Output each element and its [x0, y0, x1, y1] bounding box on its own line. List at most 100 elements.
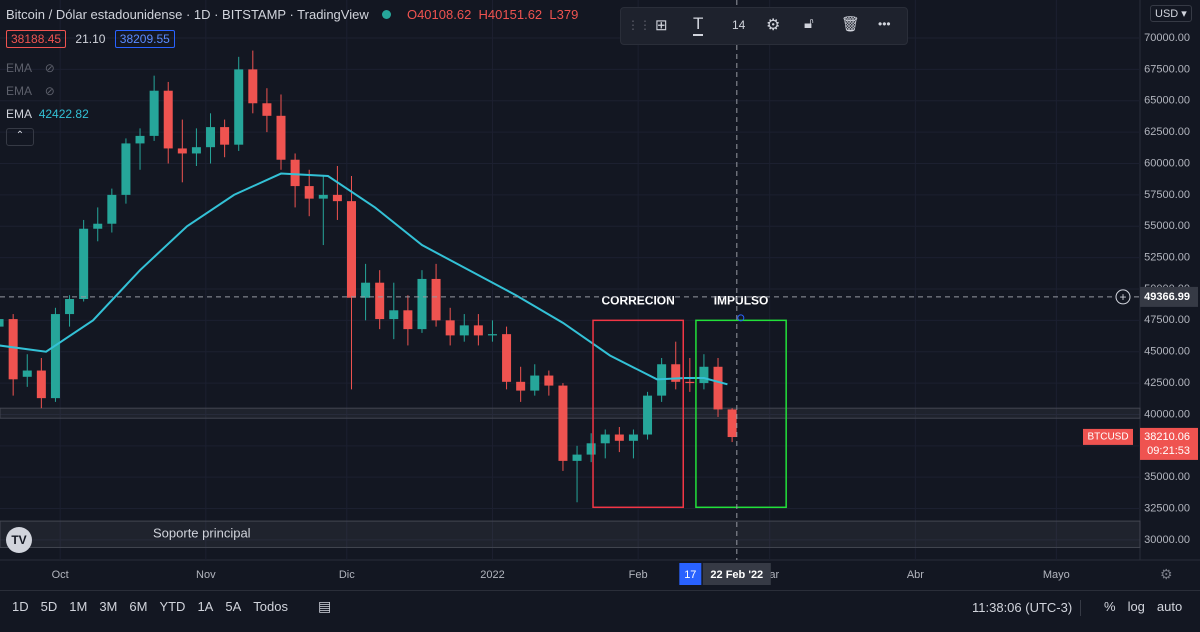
add-icon[interactable]: ⊞ [655, 17, 668, 34]
range-button[interactable]: 5A [225, 599, 242, 614]
candle-body [375, 282, 385, 320]
candle-body [93, 223, 103, 229]
y-tick-label: 60000.00 [1144, 157, 1190, 169]
candle-body [487, 334, 497, 336]
lock-icon[interactable]: 🔓︎ [804, 15, 814, 32]
range-button[interactable]: 1A [197, 599, 214, 614]
candle-body [177, 148, 187, 154]
candle-body [8, 319, 18, 380]
price-label-bg [1140, 286, 1198, 307]
candle-body [276, 115, 286, 160]
candle-body [431, 278, 441, 321]
cursor-dot [737, 314, 745, 322]
x-tick-label: Nov [196, 569, 216, 581]
candle-body [643, 395, 653, 435]
hidden-eye[interactable]: ⊘ [44, 61, 55, 75]
candle-body [332, 194, 342, 202]
annotation-label: CORRECION [601, 294, 674, 308]
ohlc-low: L379 [549, 7, 579, 22]
last-price: 38210.06 [1144, 431, 1190, 443]
bid[interactable]: 38188.45 [6, 30, 67, 48]
indicator-row: EMA ⊘ [6, 84, 55, 98]
quote: 38188.45 21.10 38209.55 [6, 30, 175, 48]
range-button[interactable]: Todos [253, 599, 288, 614]
axis-settings[interactable]: ⚙ [1160, 566, 1173, 582]
candle-body [290, 159, 300, 187]
indicator-name: EMA [6, 61, 32, 75]
scale-button[interactable]: % [1104, 599, 1116, 614]
range-button[interactable]: YTD [159, 599, 186, 614]
scale-button[interactable]: auto [1156, 599, 1183, 614]
delete-icon[interactable]: 🗑︎ [841, 16, 861, 33]
currency-button[interactable]: USD ▾ [1150, 5, 1192, 22]
divider [0, 590, 1200, 591]
candle-body [220, 127, 230, 145]
ask[interactable]: 38209.55 [114, 30, 175, 48]
range-buttons: 1D 5D 1M 3M 6M YTD 1A 5A Todos [12, 599, 300, 614]
date-marker-bg [679, 563, 702, 585]
support-band [0, 407, 1141, 419]
range-button[interactable]: 1M [69, 599, 88, 614]
candle-body [107, 194, 117, 224]
y-tick-label: 70000.00 [1144, 32, 1190, 44]
indicator-row: EMA ⊘ [6, 61, 55, 75]
candle-body [163, 90, 173, 149]
add-alert[interactable] [1115, 289, 1131, 305]
date-range-icon[interactable]: ▤ [318, 598, 332, 614]
settings-icon[interactable]: ⚙ [766, 17, 781, 34]
candle-body [572, 454, 582, 461]
y-tick-label: 32500.00 [1144, 502, 1190, 514]
candle-body [121, 143, 131, 195]
y-tick-label: 55000.00 [1144, 220, 1190, 232]
candle-body [65, 299, 75, 315]
y-tick-label: 35000.00 [1144, 471, 1190, 483]
font-size[interactable]: 14 [732, 18, 746, 32]
candle-body [234, 69, 244, 145]
candle-body [403, 310, 413, 330]
indicator-name: EMA [6, 84, 32, 98]
y-tick-label: 52500.00 [1144, 252, 1190, 264]
candle-body [318, 194, 328, 199]
more-icon[interactable]: ••• [878, 17, 891, 31]
drag-handle[interactable]: ⋮⋮ [627, 18, 651, 32]
candle-body [544, 375, 554, 386]
ohlc-high: H40151.62 [478, 7, 543, 22]
symbol-tag-bg [1083, 428, 1133, 445]
hidden-eye[interactable]: ⊘ [44, 84, 55, 98]
candle-body [516, 381, 526, 391]
y-tick-label: 65000.00 [1144, 95, 1190, 107]
candle-body [685, 381, 695, 384]
status-dot [382, 10, 392, 19]
candle-body [0, 319, 4, 327]
x-tick-label: Abr [907, 569, 924, 581]
candle-body [530, 375, 540, 391]
candle-body [346, 201, 356, 298]
x-tick-label: Mayo [1043, 569, 1070, 581]
range-button[interactable]: 6M [129, 599, 148, 614]
y-tick-label: 67500.00 [1144, 63, 1190, 75]
range-button[interactable]: 1D [12, 599, 29, 614]
logo[interactable]: TV [6, 527, 32, 553]
candle-body [149, 90, 159, 136]
text-icon[interactable]: T [693, 14, 704, 36]
candle-body [614, 434, 624, 441]
crosshair-price: 49366.99 [1144, 291, 1190, 303]
scale-buttons: % log auto [1104, 599, 1194, 614]
candle-body [586, 443, 596, 455]
y-tick-label: 40000.00 [1144, 408, 1190, 420]
candle-body [459, 325, 469, 336]
candle-body [445, 320, 455, 336]
indicator-value: 42422.82 [38, 107, 89, 121]
collapse-button[interactable]: ⌃ [6, 128, 34, 146]
candle-body [191, 147, 201, 154]
y-tick-label: 30000.00 [1144, 534, 1190, 546]
annotation-label: IMPULSO [714, 294, 769, 308]
candle-body [262, 103, 272, 116]
range-button[interactable]: 3M [99, 599, 118, 614]
scale-button[interactable]: log [1127, 599, 1145, 614]
divider [1080, 600, 1081, 616]
candle-body [558, 385, 568, 461]
x-tick-label: Feb [629, 569, 648, 581]
range-button[interactable]: 5D [40, 599, 58, 614]
